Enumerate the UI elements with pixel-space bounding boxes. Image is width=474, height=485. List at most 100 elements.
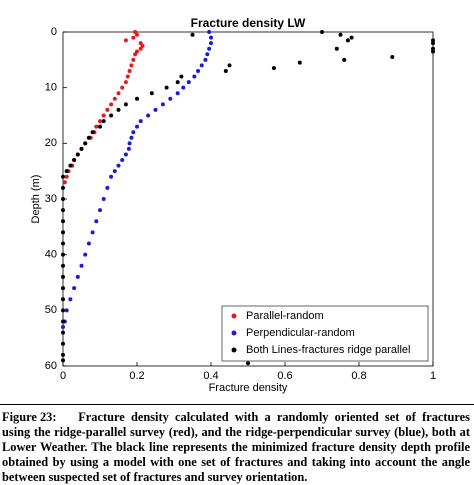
point bbox=[61, 197, 65, 201]
point bbox=[123, 80, 128, 85]
point bbox=[120, 85, 125, 90]
legend-marker bbox=[231, 347, 237, 353]
point bbox=[123, 152, 128, 157]
point bbox=[61, 174, 65, 179]
point bbox=[61, 330, 65, 335]
point bbox=[64, 169, 69, 174]
point bbox=[131, 35, 136, 40]
point bbox=[123, 38, 128, 43]
point bbox=[79, 263, 84, 268]
legend-marker bbox=[231, 330, 237, 336]
point bbox=[149, 91, 154, 96]
point bbox=[297, 60, 302, 65]
point bbox=[61, 286, 65, 291]
caption-text: Fracture density calculated with a rando… bbox=[2, 410, 471, 484]
point bbox=[75, 274, 80, 279]
point bbox=[116, 107, 121, 112]
point bbox=[271, 66, 276, 71]
point bbox=[160, 102, 165, 107]
y-tick-label: 50 bbox=[45, 304, 57, 316]
point bbox=[98, 119, 102, 124]
point bbox=[101, 119, 106, 124]
legend-label: Both Lines-fractures ridge parallel bbox=[246, 344, 410, 356]
y-tick-label: 20 bbox=[45, 137, 57, 149]
point bbox=[83, 252, 88, 257]
point bbox=[131, 57, 136, 62]
legend-box bbox=[221, 305, 429, 362]
point bbox=[112, 169, 117, 174]
point bbox=[129, 63, 134, 68]
point bbox=[94, 219, 99, 224]
y-tick-label: 60 bbox=[45, 360, 57, 372]
point bbox=[349, 35, 354, 40]
point bbox=[342, 57, 347, 62]
point bbox=[86, 241, 91, 246]
point bbox=[112, 96, 117, 101]
point bbox=[227, 63, 232, 68]
legend-label: Parallel-random bbox=[246, 310, 324, 322]
point bbox=[61, 230, 65, 235]
point bbox=[109, 174, 114, 179]
point bbox=[175, 80, 180, 85]
point bbox=[123, 102, 128, 107]
point bbox=[116, 163, 121, 168]
caption: Figure 23: Fracture density calculated w… bbox=[2, 410, 470, 485]
point bbox=[98, 124, 102, 129]
point bbox=[61, 319, 65, 324]
point bbox=[109, 102, 114, 107]
point bbox=[86, 135, 91, 140]
point bbox=[223, 68, 228, 73]
y-tick-label: 0 bbox=[51, 26, 57, 38]
point bbox=[320, 30, 324, 34]
point bbox=[79, 146, 84, 151]
point bbox=[120, 158, 125, 163]
point bbox=[75, 152, 80, 157]
y-tick-label: 40 bbox=[45, 249, 57, 261]
point bbox=[431, 41, 435, 46]
point bbox=[431, 38, 435, 43]
point bbox=[64, 174, 69, 179]
point bbox=[133, 52, 138, 57]
point bbox=[127, 141, 132, 146]
point bbox=[390, 55, 395, 60]
x-tick-label: 0.4 bbox=[203, 370, 218, 382]
point bbox=[61, 241, 65, 246]
point bbox=[98, 208, 102, 213]
point bbox=[168, 96, 173, 101]
x-tick-label: 0.2 bbox=[129, 370, 144, 382]
point bbox=[431, 49, 435, 54]
point bbox=[126, 146, 131, 151]
point bbox=[72, 286, 77, 291]
point bbox=[64, 308, 69, 313]
point bbox=[207, 46, 212, 51]
y-axis-label: Depth (m) bbox=[30, 175, 42, 224]
point bbox=[61, 297, 65, 302]
point bbox=[61, 219, 65, 224]
point bbox=[345, 38, 350, 43]
point bbox=[209, 35, 213, 40]
point bbox=[203, 57, 208, 62]
point bbox=[109, 113, 114, 118]
point bbox=[338, 32, 343, 37]
point bbox=[186, 80, 191, 85]
x-tick-label: 0.8 bbox=[351, 370, 366, 382]
point bbox=[105, 185, 110, 190]
point bbox=[190, 32, 195, 37]
point bbox=[61, 308, 65, 313]
point bbox=[205, 52, 210, 57]
point bbox=[207, 30, 212, 34]
point bbox=[105, 107, 110, 112]
point bbox=[127, 68, 132, 73]
x-tick-label: 0 bbox=[60, 370, 66, 382]
point bbox=[101, 197, 106, 201]
point bbox=[431, 46, 435, 51]
point bbox=[179, 74, 184, 79]
point bbox=[135, 32, 139, 37]
point bbox=[61, 263, 65, 268]
legend-label: Perpendicular-random bbox=[246, 327, 355, 339]
point bbox=[62, 180, 67, 185]
point bbox=[209, 41, 213, 46]
point bbox=[192, 74, 197, 79]
y-tick-label: 30 bbox=[45, 193, 57, 205]
